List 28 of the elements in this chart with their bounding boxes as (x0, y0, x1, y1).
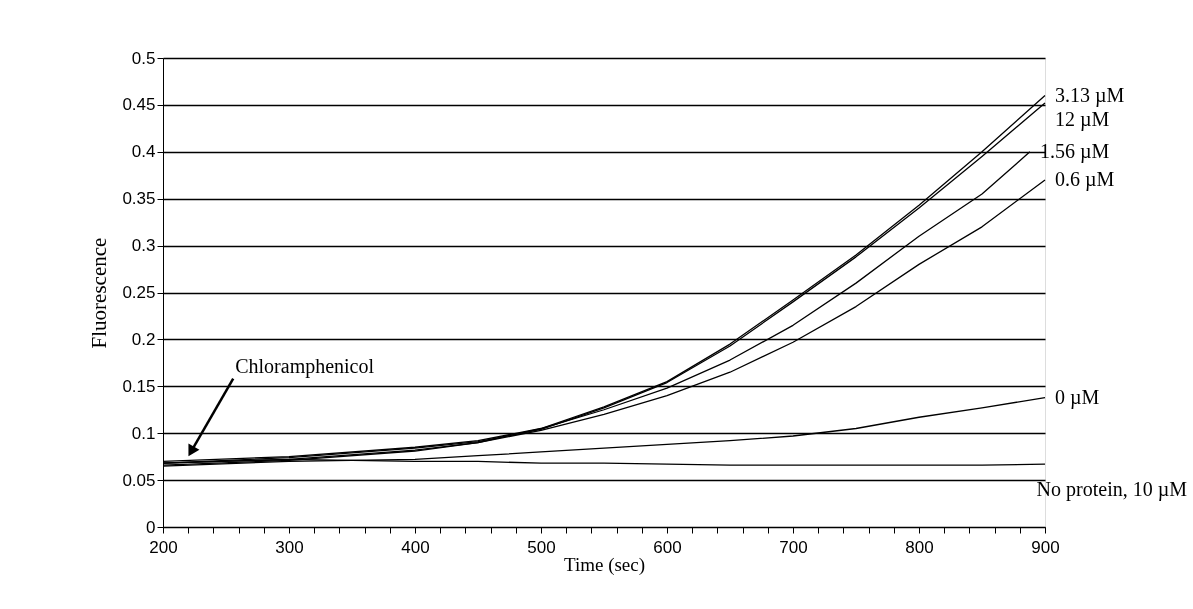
y-tick-label: 0.35 (122, 189, 156, 209)
x-tick-label: 600 (653, 537, 682, 557)
x-tick-label: 900 (1031, 537, 1060, 557)
x-tick-label: 200 (149, 537, 178, 557)
x-tick-label: 300 (275, 537, 304, 557)
annotation: Chloramphenicol (235, 354, 375, 378)
series-label: 1.56 µM (1039, 139, 1110, 163)
y-tick-label: 0 (146, 517, 156, 537)
y-axis-title: Fluorescence (87, 237, 112, 349)
x-axis-title: Time (sec) (563, 553, 646, 576)
y-tick-label: 0.1 (131, 423, 156, 443)
y-tick-label: 0.05 (122, 470, 156, 490)
y-tick-label: 0.25 (122, 283, 156, 302)
y-tick-label: 0.45 (122, 95, 156, 115)
x-tick-label: 800 (905, 537, 934, 557)
series-label: No protein, 10 µM (1036, 478, 1188, 502)
series-label: 0 µM (1055, 385, 1100, 409)
y-tick-label: 0.5 (131, 48, 156, 68)
series-label: 3.13 µM (1055, 83, 1125, 107)
x-tick-label: 500 (527, 537, 556, 557)
y-tick-label: 0.3 (131, 236, 156, 256)
x-tick-label: 700 (779, 537, 808, 557)
y-tick-label: 0.15 (122, 376, 156, 396)
series-label: 12 µM (1055, 107, 1110, 131)
y-tick-label: 0.2 (131, 329, 156, 349)
series-label: 0.6 µM (1055, 167, 1115, 191)
x-tick-label: 400 (401, 537, 430, 557)
y-tick-label: 0.4 (131, 142, 156, 162)
